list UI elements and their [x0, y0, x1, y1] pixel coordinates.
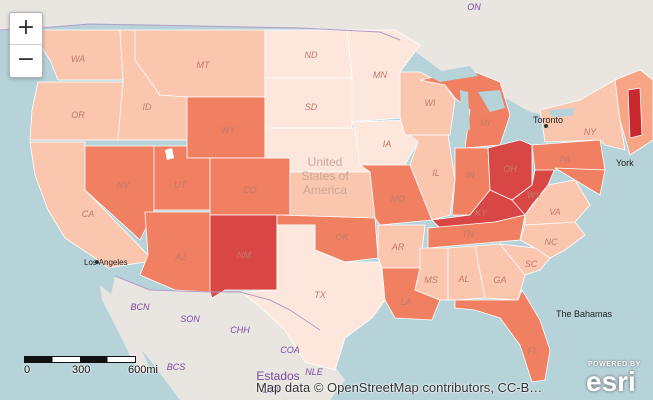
state-sd[interactable]	[264, 77, 353, 129]
state-tn[interactable]	[427, 214, 526, 249]
state-az[interactable]	[139, 211, 211, 293]
state-md-de[interactable]	[554, 167, 606, 196]
scale-tick-600: 600mi	[128, 364, 158, 376]
powered-by-label: POWERED BY	[588, 361, 641, 368]
baja-peninsula	[100, 285, 150, 372]
state-co[interactable]	[209, 157, 291, 216]
state-tx[interactable]	[238, 224, 386, 371]
state-mt[interactable]	[134, 29, 266, 98]
state-nh[interactable]	[627, 87, 643, 139]
state-al[interactable]	[447, 245, 486, 301]
scale-tick-0: 0	[24, 364, 31, 376]
state-ks[interactable]	[289, 171, 376, 219]
state-ga[interactable]	[474, 243, 526, 301]
great-salt-lake	[165, 148, 174, 160]
zoom-in-button[interactable]: +	[16, 15, 36, 40]
esri-logo[interactable]: POWERED BY esri	[586, 361, 646, 397]
state-nm[interactable]	[209, 214, 278, 299]
state-wa[interactable]	[39, 29, 124, 81]
map-attribution[interactable]: Map data © OpenStreetMap contributors, C…	[256, 380, 543, 395]
state-mi[interactable]	[419, 69, 511, 149]
state-sc[interactable]	[499, 243, 551, 276]
state-va[interactable]	[524, 179, 591, 226]
esri-brand: esri	[586, 366, 636, 397]
state-ny[interactable]	[539, 79, 626, 151]
state-ar[interactable]	[377, 224, 426, 269]
zoom-out-button[interactable]: −	[10, 44, 42, 76]
state-fl[interactable]	[454, 289, 551, 383]
us-states	[29, 29, 653, 383]
state-nd[interactable]	[264, 29, 353, 79]
scale-bar: 0 300 600mi	[24, 354, 164, 376]
scale-bar-graphic	[24, 356, 136, 363]
state-ms[interactable]	[414, 247, 449, 301]
state-pa[interactable]	[531, 139, 606, 171]
state-or[interactable]	[29, 81, 124, 141]
zoom-control: + −	[9, 12, 43, 78]
mexico-land	[110, 276, 345, 400]
great-lakes	[425, 66, 575, 134]
state-wi[interactable]	[399, 71, 456, 136]
scale-tick-300: 300	[72, 364, 91, 376]
state-wy[interactable]	[186, 96, 266, 159]
